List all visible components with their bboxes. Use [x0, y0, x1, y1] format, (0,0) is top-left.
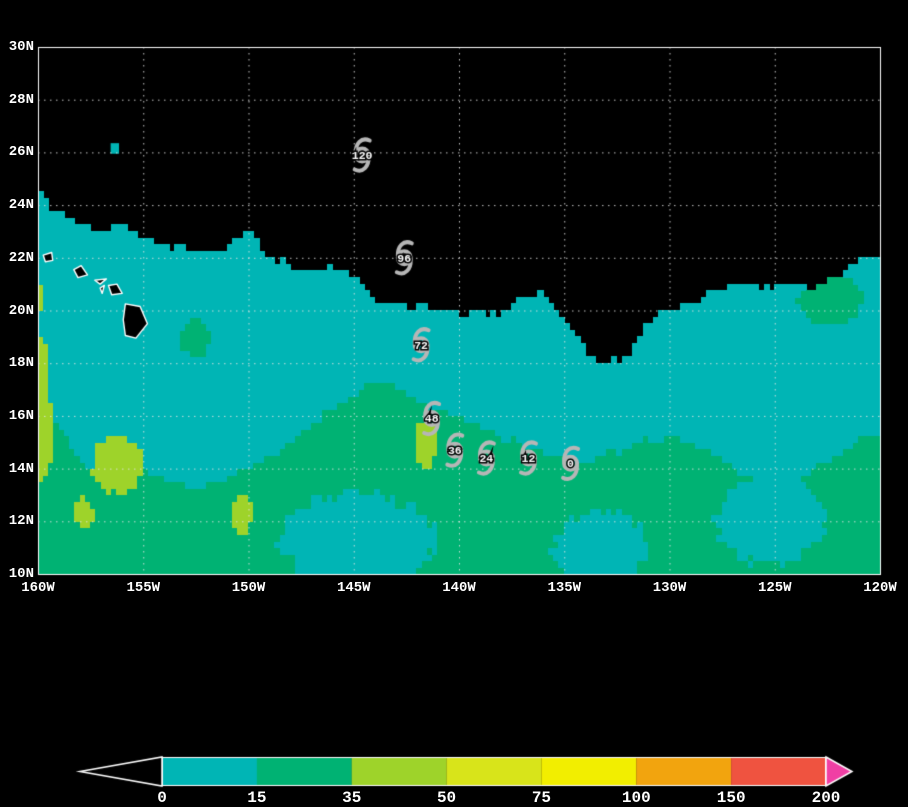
colorbar-tick-label: 150	[716, 789, 746, 807]
lat-tick-label: 30N	[8, 39, 34, 55]
lon-tick-label: 120W	[863, 580, 897, 596]
colorbar-tick-label: 0	[157, 789, 167, 807]
lat-tick-label: 24N	[8, 197, 34, 214]
lon-tick-label: 150W	[231, 580, 266, 596]
lat-tick-label: 26N	[8, 144, 34, 161]
lat-tick-label: 14N	[8, 460, 34, 477]
lat-tick-label: 20N	[8, 302, 34, 319]
colorbar-tick-label: 75	[531, 789, 552, 807]
lon-tick-label: 160W	[21, 580, 55, 596]
lon-tick-label: 145W	[336, 580, 371, 596]
colorbar-tick-label: 200	[811, 789, 841, 807]
lon-tick-label: 125W	[757, 580, 792, 596]
lat-tick-label: 18N	[8, 355, 34, 372]
lat-tick-label: 28N	[8, 91, 34, 108]
lat-tick-label: 22N	[8, 249, 34, 266]
lon-tick-label: 140W	[442, 580, 476, 596]
colorbar-tick-label: 35	[342, 789, 362, 807]
lat-tick-label: 12N	[8, 513, 34, 530]
lat-tick-label: 16N	[8, 407, 34, 424]
lon-tick-label: 135W	[547, 580, 582, 596]
colorbar-tick-label: 100	[621, 789, 651, 807]
lon-tick-label: 155W	[126, 580, 161, 596]
colorbar-tick-label: 15	[247, 789, 267, 807]
colorbar-tick-label: 50	[436, 789, 457, 807]
lon-tick-label: 130W	[652, 580, 687, 596]
lat-tick-label: 10N	[8, 566, 34, 582]
